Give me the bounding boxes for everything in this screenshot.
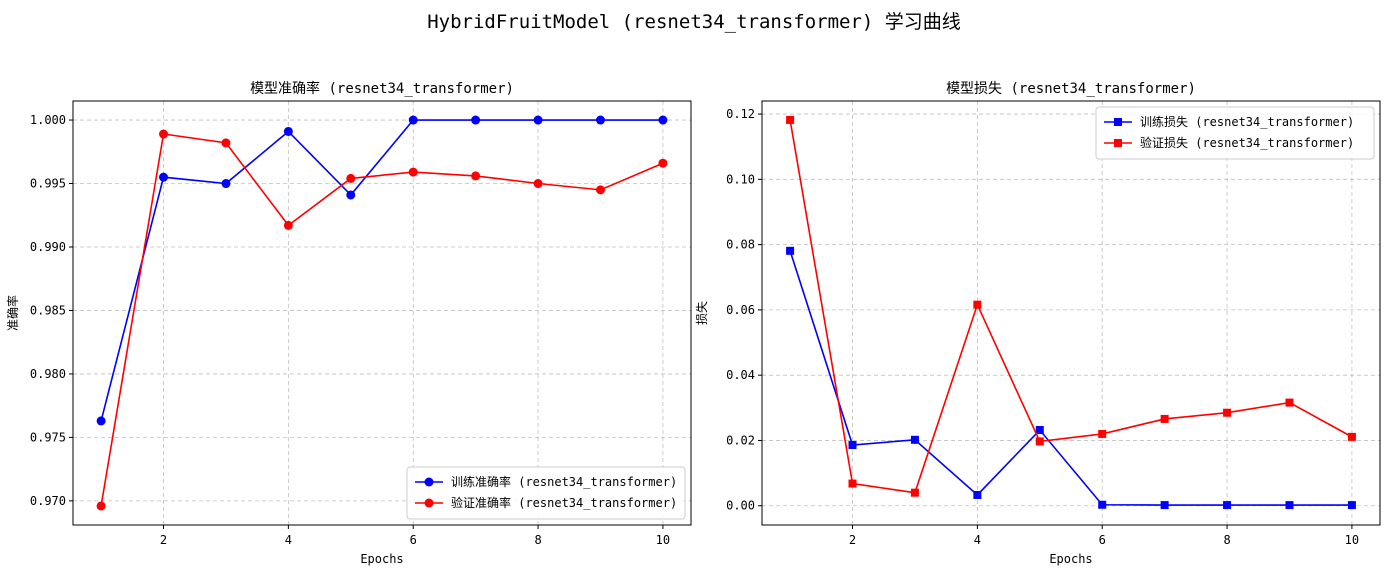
- acc-y-tick-label: 1.000: [30, 113, 66, 127]
- loss-data-point: [1160, 501, 1169, 510]
- loss-data-point: [786, 246, 795, 255]
- loss-legend-marker: [1114, 118, 1122, 126]
- loss-data-point: [1035, 437, 1044, 446]
- loss-data-point: [1347, 501, 1356, 510]
- acc-y-axis-label: 准确率: [5, 295, 20, 331]
- loss-legend-marker: [1114, 139, 1122, 147]
- loss-series-line-1: [789, 119, 1353, 494]
- loss-data-point: [973, 300, 982, 309]
- acc-legend-label: 训练准确率 (resnet34_transformer): [451, 474, 677, 489]
- acc-legend: 训练准确率 (resnet34_transformer) 验证准确率 (resne…: [406, 466, 686, 520]
- acc-x-tick-label: 10: [656, 533, 670, 547]
- acc-x-tick-label: 6: [410, 533, 417, 547]
- loss-x-tick-label: 6: [1099, 533, 1106, 547]
- acc-legend-marker: [424, 498, 434, 508]
- loss-legend: 训练损失 (resnet34_transformer) 验证损失 (resnet3…: [1095, 106, 1375, 160]
- loss-y-axis-label: 损失: [694, 301, 709, 325]
- acc-data-point: [471, 171, 481, 181]
- loss-x-axis-label: Epochs: [1049, 552, 1092, 566]
- acc-legend-marker: [424, 477, 434, 487]
- loss-x-tick-label: 8: [1223, 533, 1230, 547]
- loss-data-point: [848, 479, 857, 488]
- acc-plot-frame: [72, 100, 692, 526]
- acc-x-axis-label: Epochs: [360, 552, 403, 566]
- acc-x-tick-label: 4: [285, 533, 292, 547]
- acc-data-point: [221, 179, 231, 189]
- acc-y-tick-label: 0.975: [30, 430, 66, 444]
- loss-data-point: [1098, 500, 1107, 509]
- loss-data-point: [910, 435, 919, 444]
- loss-series-line-0: [789, 250, 1352, 506]
- loss-data-point: [1285, 501, 1294, 510]
- loss-y-tick-label: 0.00: [726, 499, 755, 513]
- loss-legend-label: 验证损失 (resnet34_transformer): [1140, 135, 1354, 150]
- loss-chart-title: 模型损失 (resnet34_transformer): [946, 81, 1196, 97]
- acc-data-point: [595, 185, 605, 195]
- acc-data-point: [346, 173, 356, 183]
- accuracy-chart: 模型准确率 (resnet34_transformer) 2 4 6 8 10 0.970 0…: [5, 80, 692, 566]
- acc-data-point: [159, 129, 169, 139]
- acc-y-tick-label: 0.985: [30, 303, 66, 317]
- acc-data-point: [595, 115, 605, 125]
- acc-x-tick-label: 8: [534, 533, 541, 547]
- loss-chart: 模型损失 (resnet34_transformer) 2 4 6 8 10 0.00 0.0…: [694, 81, 1381, 566]
- loss-y-tick-label: 0.06: [726, 303, 755, 317]
- loss-data-point: [1347, 432, 1356, 441]
- loss-data-point: [848, 441, 857, 450]
- acc-y-tick-label: 0.995: [30, 177, 66, 191]
- loss-data-point: [973, 490, 982, 499]
- loss-x-tick-label: 2: [849, 533, 856, 547]
- acc-legend-box: [406, 466, 686, 520]
- acc-data-point: [533, 179, 543, 189]
- loss-x-tick-label: 10: [1345, 533, 1359, 547]
- loss-data-point: [1035, 426, 1044, 435]
- loss-data-point: [1098, 429, 1107, 438]
- figure-suptitle: HybridFruitModel (resnet34_transformer) …: [427, 11, 961, 33]
- acc-data-point: [96, 416, 106, 426]
- loss-data-point: [1223, 501, 1232, 510]
- acc-series-line-0: [100, 119, 663, 422]
- acc-data-point: [346, 190, 356, 200]
- acc-data-point: [408, 115, 418, 125]
- acc-data-point: [283, 126, 293, 136]
- acc-data-point: [658, 115, 668, 125]
- acc-data-point: [159, 172, 169, 182]
- loss-data-point: [1285, 398, 1294, 407]
- acc-legend-label: 验证准确率 (resnet34_transformer): [451, 495, 677, 510]
- loss-y-tick-label: 0.02: [726, 433, 755, 447]
- acc-data-point: [96, 501, 106, 511]
- acc-data-point: [408, 167, 418, 177]
- loss-y-tick-label: 0.04: [726, 368, 755, 382]
- acc-y-tick-label: 0.990: [30, 240, 66, 254]
- loss-legend-label: 训练损失 (resnet34_transformer): [1140, 114, 1354, 129]
- acc-data-point: [533, 115, 543, 125]
- acc-data-point: [471, 115, 481, 125]
- loss-y-tick-label: 0.12: [726, 107, 755, 121]
- acc-chart-title: 模型准确率 (resnet34_transformer): [250, 80, 514, 97]
- acc-x-tick-label: 2: [160, 533, 167, 547]
- acc-data-point: [283, 220, 293, 230]
- loss-data-point: [1223, 408, 1232, 417]
- acc-data-point: [221, 138, 231, 148]
- loss-data-point: [1160, 414, 1169, 423]
- loss-plot-frame: [761, 100, 1381, 526]
- acc-y-tick-label: 0.970: [30, 494, 66, 508]
- acc-y-tick-label: 0.980: [30, 367, 66, 381]
- acc-series-line-1: [100, 133, 664, 507]
- loss-y-tick-label: 0.08: [726, 238, 755, 252]
- loss-y-tick-label: 0.10: [726, 172, 755, 186]
- loss-legend-box: [1095, 106, 1375, 160]
- loss-data-point: [786, 115, 795, 124]
- acc-data-point: [658, 158, 668, 168]
- loss-data-point: [910, 488, 919, 497]
- loss-x-tick-label: 4: [974, 533, 981, 547]
